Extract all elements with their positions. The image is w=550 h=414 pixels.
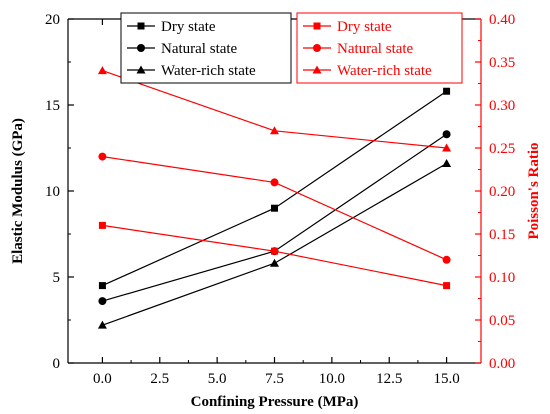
x-tick-label: 7.5: [265, 371, 284, 387]
data-point-poisson-natural-state: [270, 178, 279, 187]
right-y-tick-label: 0.10: [489, 270, 515, 286]
data-point-modulus-water-rich-state: [270, 258, 279, 267]
right-y-tick-label: 0.30: [489, 98, 515, 114]
data-point-poisson-water-rich-state: [442, 143, 452, 152]
data-point-poisson-dry-state: [98, 221, 106, 229]
left-y-tick-label: 15: [45, 98, 60, 114]
x-tick-label: 10.0: [319, 371, 345, 387]
x-tick-label: 5.0: [208, 371, 227, 387]
legend-label-right: Dry state: [337, 19, 392, 35]
x-tick-label: 15.0: [433, 371, 459, 387]
x-tick-label: 0.0: [93, 371, 112, 387]
x-tick-label: 12.5: [376, 371, 402, 387]
left-y-tick-label: 5: [53, 270, 61, 286]
data-point-modulus-dry-state: [443, 87, 451, 95]
series-line-modulus-water-rich-state: [102, 162, 447, 326]
data-point-poisson-natural-state: [98, 152, 107, 161]
data-point-poisson-natural-state: [442, 255, 451, 264]
left-y-tick-label: 10: [45, 184, 60, 200]
legend-marker-left: [136, 65, 146, 74]
right-y-tick-label: 0.40: [489, 12, 515, 28]
data-point-poisson-water-rich-state: [270, 126, 279, 135]
data-point-modulus-natural-state: [442, 130, 451, 139]
right-y-tick-label: 0.00: [489, 356, 515, 372]
legend-label-left: Water-rich state: [161, 63, 256, 79]
right-y-tick-label: 0.05: [489, 313, 515, 329]
data-point-poisson-dry-state: [443, 282, 451, 290]
legend-label-left: Natural state: [161, 41, 238, 57]
right-y-tick-label: 0.15: [489, 227, 515, 243]
data-point-modulus-dry-state: [271, 204, 278, 212]
series-line-modulus-natural-state: [102, 133, 447, 302]
left-y-tick-label: 0: [53, 356, 61, 372]
legend-marker-right: [313, 22, 321, 30]
legend-label-left: Dry state: [161, 19, 216, 35]
data-point-poisson-water-rich-state: [97, 66, 107, 75]
left-y-tick-label: 20: [45, 12, 60, 28]
legend-marker-right: [313, 44, 321, 52]
right-y-tick-label: 0.35: [489, 55, 515, 71]
legend-marker-right: [312, 65, 322, 74]
legend-label-right: Natural state: [337, 41, 414, 57]
legend-marker-left: [137, 44, 145, 52]
right-y-tick-label: 0.20: [489, 184, 515, 200]
data-point-modulus-dry-state: [98, 282, 106, 290]
x-axis-title: Confining Pressure (MPa): [191, 394, 359, 410]
data-point-modulus-natural-state: [98, 297, 107, 306]
data-point-modulus-water-rich-state: [442, 158, 452, 167]
legend-marker-left: [137, 22, 145, 30]
data-point-poisson-dry-state: [271, 247, 278, 255]
x-tick-label: 2.5: [150, 371, 169, 387]
series-line-modulus-dry-state: [102, 90, 447, 287]
series-line-poisson-dry-state: [102, 224, 447, 287]
right-y-tick-label: 0.25: [489, 141, 515, 157]
left-y-axis-title: Elastic Modulus (GPa): [10, 118, 26, 264]
right-y-axis-title: Poisson's Ratio: [526, 142, 542, 239]
data-point-modulus-water-rich-state: [97, 320, 107, 329]
legend-label-right: Water-rich state: [337, 63, 432, 79]
